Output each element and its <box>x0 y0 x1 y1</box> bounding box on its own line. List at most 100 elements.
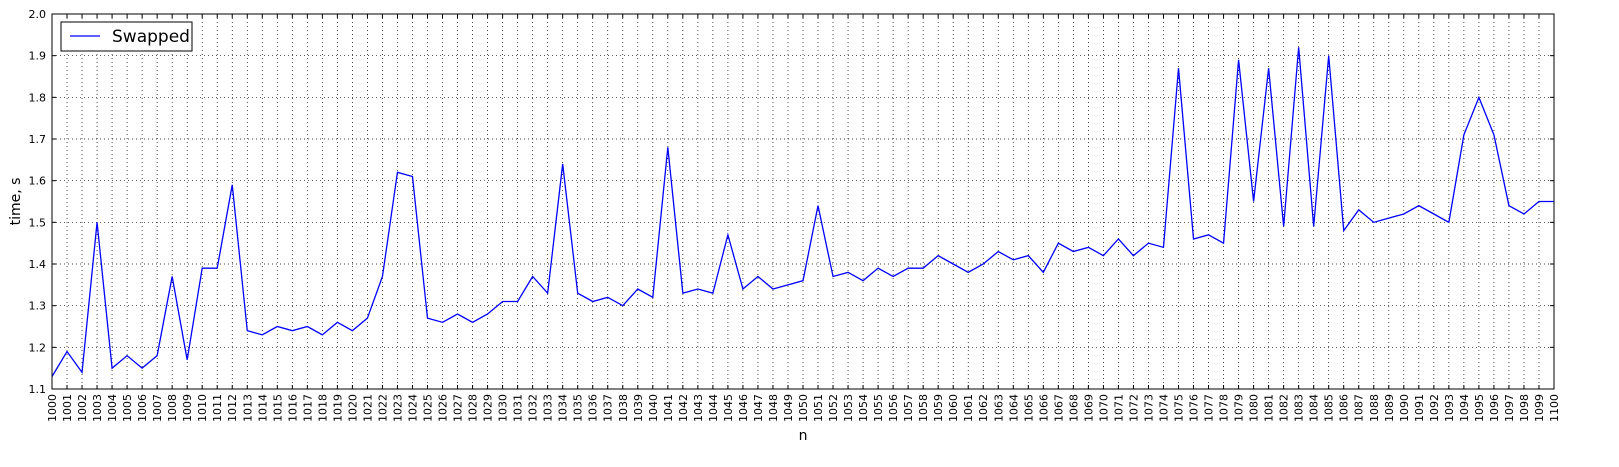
legend: Swapped <box>60 21 193 52</box>
x-tick-label: 1065 <box>1022 394 1035 422</box>
x-tick-label: 1069 <box>1082 394 1095 422</box>
x-tick-label: 1088 <box>1368 394 1381 422</box>
x-tick-label: 1077 <box>1203 394 1216 422</box>
x-tick-label: 1014 <box>256 394 269 422</box>
x-tick-label: 1042 <box>677 394 690 422</box>
x-tick-label: 1090 <box>1398 394 1411 422</box>
x-tick-label: 1071 <box>1112 394 1125 422</box>
x-tick-label: 1009 <box>181 394 194 422</box>
x-tick-label: 1091 <box>1413 394 1426 422</box>
x-tick-label: 1002 <box>76 394 89 422</box>
x-tick-label: 1082 <box>1278 394 1291 422</box>
x-tick-label: 1020 <box>346 394 359 422</box>
x-tick-label: 1074 <box>1157 394 1170 422</box>
x-tick-label: 1048 <box>767 394 780 422</box>
x-tick-label: 1050 <box>797 394 810 422</box>
x-tick-label: 1058 <box>917 394 930 422</box>
x-tick-label: 1054 <box>857 394 870 422</box>
x-tick-label: 1031 <box>512 394 525 422</box>
x-tick-label: 1023 <box>391 394 404 422</box>
x-tick-label: 1061 <box>962 394 975 422</box>
x-tick-label: 1079 <box>1233 394 1246 422</box>
x-tick-label: 1018 <box>316 394 329 422</box>
x-tick-label: 1051 <box>812 394 825 422</box>
legend-label: Swapped <box>112 27 190 47</box>
x-tick-label: 1092 <box>1428 394 1441 422</box>
x-tick-label: 1006 <box>136 394 149 422</box>
x-tick-label: 1075 <box>1173 394 1186 422</box>
x-tick-label: 1055 <box>872 394 885 422</box>
x-tick-label: 1044 <box>707 394 720 422</box>
x-tick-label: 1073 <box>1142 394 1155 422</box>
x-tick-label: 1064 <box>1007 394 1020 422</box>
x-tick-label: 1000 <box>46 394 59 422</box>
x-tick-label: 1083 <box>1293 394 1306 422</box>
x-tick-label: 1024 <box>406 394 419 422</box>
x-tick-label: 1086 <box>1338 394 1351 422</box>
x-tick-label: 1053 <box>842 394 855 422</box>
x-tick-label: 1004 <box>106 394 119 422</box>
x-tick-label: 1040 <box>647 394 660 422</box>
x-tick-label: 1096 <box>1488 394 1501 422</box>
x-tick-label: 1085 <box>1323 394 1336 422</box>
y-tick-label: 1.7 <box>29 133 47 146</box>
x-tick-label: 1036 <box>587 394 600 422</box>
grid <box>52 14 1554 389</box>
x-tick-label: 1045 <box>722 394 735 422</box>
series-layer <box>51 47 1554 377</box>
y-tick-label: 1.3 <box>29 300 47 313</box>
x-tick-label: 1022 <box>376 394 389 422</box>
x-tick-label: 1076 <box>1188 394 1201 422</box>
x-tick-label: 1072 <box>1127 394 1140 422</box>
x-tick-label: 1037 <box>602 394 615 422</box>
x-tick-label: 1097 <box>1503 394 1516 422</box>
x-tick-label: 1046 <box>737 394 750 422</box>
x-tick-label: 1005 <box>121 394 134 422</box>
x-tick-label: 1007 <box>151 394 164 422</box>
x-tick-label: 1089 <box>1383 394 1396 422</box>
x-tick-label: 1066 <box>1037 394 1050 422</box>
x-tick-label: 1015 <box>271 394 284 422</box>
x-tick-label: 1012 <box>226 394 239 422</box>
x-tick-label: 1008 <box>166 394 179 422</box>
y-tick-label: 1.8 <box>29 91 47 104</box>
x-tick-label: 1038 <box>617 394 630 422</box>
x-tick-label: 1067 <box>1052 394 1065 422</box>
x-tick-label: 1078 <box>1218 394 1231 422</box>
x-tick-label: 1070 <box>1097 394 1110 422</box>
x-tick-label: 1056 <box>887 394 900 422</box>
x-tick-label: 1060 <box>947 394 960 422</box>
x-tick-label: 1099 <box>1533 394 1546 422</box>
x-tick-label: 1057 <box>902 394 915 422</box>
x-tick-label: 1025 <box>422 394 435 422</box>
y-tick-label: 1.2 <box>29 341 47 354</box>
x-tick-label: 1041 <box>662 394 675 422</box>
y-tick-label: 1.4 <box>29 258 47 271</box>
x-tick-label: 1030 <box>497 394 510 422</box>
x-tick-label: 1059 <box>932 394 945 422</box>
x-tick-labels: 1000 1001 1002 1003 1004 1005 1006 1007 1008 1009… <box>46 394 1561 422</box>
y-tick-label: 1.9 <box>29 50 47 63</box>
x-tick-label: 1049 <box>782 394 795 422</box>
x-tick-label: 1026 <box>437 394 450 422</box>
x-tick-label: 1098 <box>1518 394 1531 422</box>
x-tick-label: 1062 <box>977 394 990 422</box>
x-tick-label: 1087 <box>1353 394 1366 422</box>
x-tick-label: 1084 <box>1308 394 1321 422</box>
x-tick-label: 1039 <box>632 394 645 422</box>
x-tick-label: 1093 <box>1443 394 1456 422</box>
x-tick-label: 1033 <box>542 394 555 422</box>
x-tick-label: 1034 <box>557 394 570 422</box>
x-tick-label: 1068 <box>1067 394 1080 422</box>
y-tick-labels: 1.1 1.2 1.3 1.4 1.5 1.6 1.7 1.8 1.9 2.0 <box>29 8 47 396</box>
x-tick-label: 1011 <box>211 394 224 422</box>
x-tick-label: 1019 <box>331 394 344 422</box>
y-tick-label: 1.1 <box>29 383 47 396</box>
x-tick-label: 1016 <box>286 394 299 422</box>
x-tick-label: 1043 <box>692 394 705 422</box>
x-tick-label: 1081 <box>1263 394 1276 422</box>
ticks <box>51 13 1555 390</box>
x-tick-label: 1029 <box>482 394 495 422</box>
x-tick-label: 1017 <box>301 394 314 422</box>
